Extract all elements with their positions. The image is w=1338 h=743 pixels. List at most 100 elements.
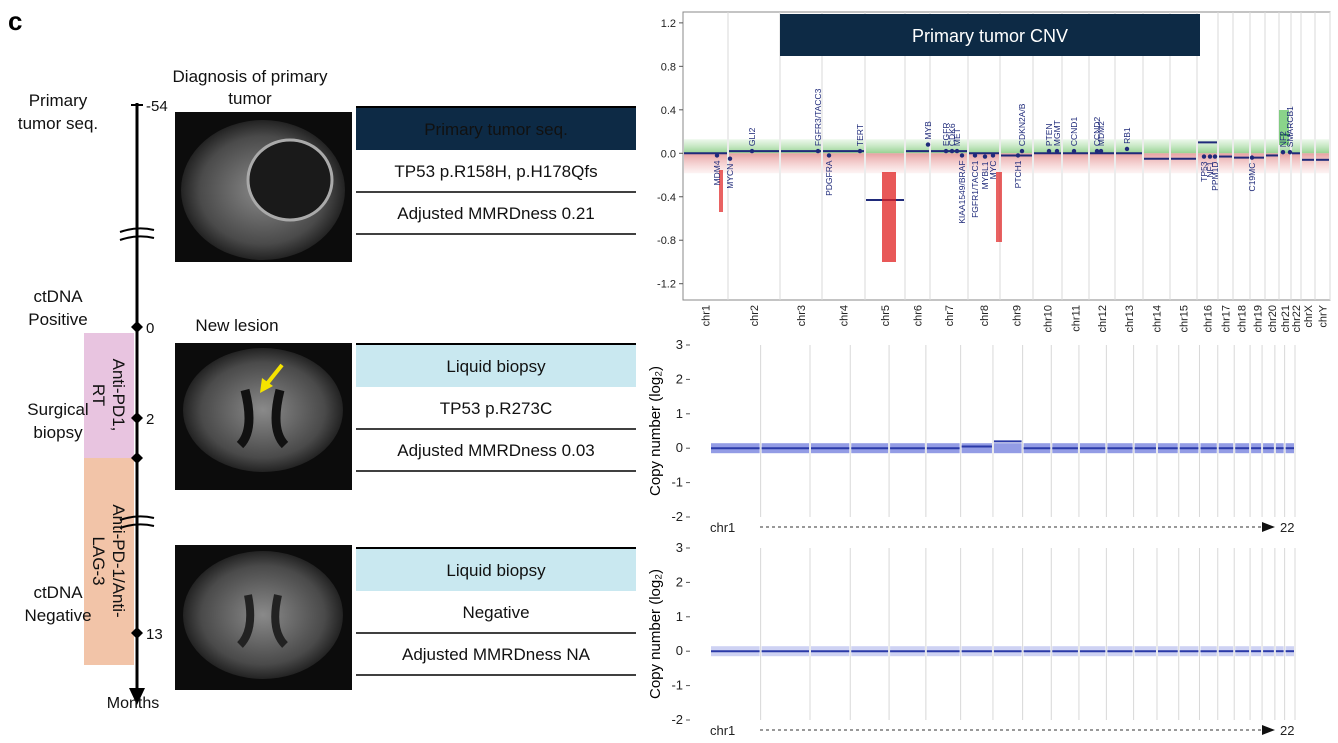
cnv-cloud (1198, 139, 1217, 154)
gene-point (1287, 149, 1293, 155)
x-tick-label: chr4 (839, 305, 851, 326)
chart-title: Primary tumor CNV (912, 26, 1068, 46)
x-tick-label: chrX (1303, 304, 1315, 327)
gene-point (972, 153, 978, 158)
y-tick-label: -0.4 (657, 192, 676, 204)
x-tick-label: chr19 (1253, 305, 1265, 333)
y-tick-label: 0 (676, 440, 683, 455)
cnv-cloud (1116, 139, 1142, 154)
gene-label: CCND1 (1069, 117, 1079, 147)
cnv-cloud (866, 139, 904, 154)
gene-point (749, 148, 755, 154)
side-label: tumor seq. (18, 114, 98, 133)
x-tick-label: chr8 (979, 305, 991, 326)
cnv-cloud (1001, 153, 1032, 174)
table-header-text: Liquid biopsy (446, 357, 546, 376)
x-tick-label: chr2 (749, 305, 761, 326)
cnv-cloud (684, 153, 727, 174)
gene-point (826, 153, 832, 158)
gene-point (727, 156, 733, 161)
gene-label: MYB (923, 121, 933, 140)
image-caption: New lesion (195, 316, 278, 335)
gene-label: C19MC (1247, 163, 1257, 192)
title-banner (780, 14, 1200, 56)
y-tick-label: -2 (671, 712, 683, 727)
gene-point (1212, 154, 1218, 159)
cnv-cloud (719, 170, 723, 212)
gene-label: MYBL1 (980, 161, 990, 189)
cnv-cloud (781, 153, 821, 174)
y-tick-label: 3 (676, 540, 683, 555)
x-tick-label: chr10 (1043, 305, 1055, 333)
side-label: biopsy (33, 423, 83, 442)
cnv-cloud (823, 153, 864, 174)
cnv-cloud (1316, 153, 1329, 174)
gene-point (1249, 155, 1255, 160)
gene-label: GLI2 (747, 127, 757, 146)
gene-point (1054, 148, 1060, 154)
gene-label: RB1 (1122, 127, 1132, 144)
gene-point (1207, 154, 1213, 159)
cnv-cloud (1144, 139, 1169, 154)
x-tick-label: chr21 (1280, 305, 1292, 333)
cnv-cloud (1266, 153, 1278, 174)
table-cell: TP53 p.R158H, p.H178Qfs (394, 162, 597, 181)
y-tick-label: 1 (676, 609, 683, 624)
cnv-cloud (1034, 139, 1061, 154)
image-caption: tumor (228, 89, 272, 108)
gene-point (1098, 148, 1104, 154)
y-tick-label: -1 (671, 678, 683, 693)
x-tick-label: chr17 (1221, 305, 1233, 333)
timeline-unit: Months (107, 695, 159, 712)
therapy-box (84, 333, 134, 458)
mri-image (175, 343, 352, 490)
therapy-label: RT (89, 384, 108, 406)
mri-image (175, 112, 352, 262)
cnv-cloud (1302, 153, 1314, 174)
x-tick-label: chr12 (1097, 305, 1109, 333)
cnv-cloud (1219, 139, 1232, 154)
therapy-label: Anti-PD-1/Anti- (109, 504, 128, 617)
gene-label: PDGFRA (824, 160, 834, 196)
gene-label: MYC (988, 160, 998, 179)
x-tick-label: chr9 (1012, 305, 1024, 326)
timeline-tick-label: 2 (146, 411, 154, 428)
x-tick-label: chr20 (1267, 305, 1279, 333)
cnv-cloud (866, 153, 904, 174)
cnv-cloud (1280, 153, 1290, 174)
mri-image (175, 545, 352, 690)
table-cell: Adjusted MMRDness 0.03 (397, 441, 594, 460)
cnv-cloud (1316, 139, 1329, 154)
gene-point (1015, 153, 1021, 158)
side-label: Primary (29, 91, 88, 110)
gene-label: MET (952, 128, 962, 146)
table-header-text: Primary tumor seq. (424, 120, 568, 139)
timeline-tick (131, 627, 143, 639)
cnv-cloud (1001, 139, 1032, 154)
timeline-tick (131, 412, 143, 424)
y-tick-label: 0.4 (661, 105, 676, 117)
cnv-cloud (684, 139, 727, 154)
gene-label: CCND2 (1092, 117, 1102, 147)
x-label: 22 (1280, 520, 1294, 535)
x-tick-label: chr1 (701, 305, 713, 326)
x-tick-label: chr22 (1291, 305, 1303, 333)
cnv-cloud (729, 153, 779, 174)
therapy-label: LAG-3 (89, 536, 108, 585)
cnv-cloud (1116, 153, 1142, 174)
y-axis-label: Copy number (log₂) (647, 366, 664, 496)
timeline-tick-label: -54 (146, 98, 168, 115)
x-tick-label: chr13 (1124, 305, 1136, 333)
x-label: chr1 (710, 520, 735, 535)
gene-point (1280, 149, 1286, 155)
cnv-cloud (1292, 153, 1300, 174)
gene-point (1201, 154, 1207, 159)
y-tick-label: 0.8 (661, 61, 676, 73)
gene-point (857, 148, 863, 154)
side-label: Positive (28, 310, 88, 329)
cnv-cloud (781, 139, 821, 154)
gene-label: MDM4 (712, 160, 722, 185)
gene-label: MYCN (725, 164, 735, 189)
gene-label: FGFR3/TACC3 (813, 88, 823, 146)
